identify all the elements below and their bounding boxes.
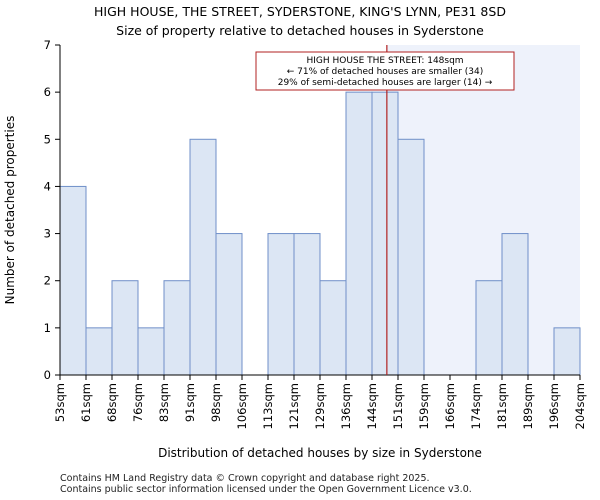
y-tick-label-7: 7 — [44, 38, 51, 52]
x-tick-label-189sqm: 189sqm — [521, 383, 535, 429]
x-tick-label-166sqm: 166sqm — [443, 383, 457, 429]
bar-113sqm — [267, 233, 295, 376]
bar-151sqm — [397, 138, 425, 376]
y-tick-label-6: 6 — [44, 85, 51, 99]
annotation-line-1: HIGH HOUSE THE STREET: 148sqm — [306, 56, 463, 66]
bar-53sqm — [59, 185, 87, 376]
x-tick-label-196sqm: 196sqm — [547, 383, 561, 429]
bar-68sqm — [111, 280, 139, 376]
x-tick-label-76sqm: 76sqm — [131, 383, 145, 422]
bar-196sqm — [553, 327, 581, 376]
bar-136sqm — [345, 91, 373, 376]
bar-83sqm — [163, 280, 191, 376]
x-tick-label-204sqm: 204sqm — [573, 383, 587, 429]
x-tick-label-98sqm: 98sqm — [209, 383, 223, 422]
y-tick-label-3: 3 — [44, 227, 51, 241]
y-tick-label-4: 4 — [44, 179, 51, 193]
bar-76sqm — [137, 327, 165, 376]
chart-title: HIGH HOUSE, THE STREET, SYDERSTONE, KING… — [94, 4, 506, 19]
bar-144sqm — [371, 91, 399, 376]
bar-98sqm — [215, 233, 243, 376]
footer-line-2: Contains public sector information licen… — [60, 484, 472, 495]
x-tick-label-159sqm: 159sqm — [417, 383, 431, 429]
x-tick-label-83sqm: 83sqm — [157, 383, 171, 422]
x-tick-label-68sqm: 68sqm — [105, 383, 119, 422]
histogram-chart: 0 1 2 3 4 5 6 7 53sqm 61sqm 68sqm 76sqm 83sqm 91sqm 98… — [3, 38, 587, 460]
x-tick-label-106sqm: 106sqm — [235, 383, 249, 429]
bar-181sqm — [501, 233, 529, 376]
bar-174sqm — [475, 280, 503, 376]
annotation-line-3: 29% of semi-detached houses are larger (… — [278, 78, 493, 88]
x-tick-label-151sqm: 151sqm — [391, 383, 405, 429]
bar-129sqm — [319, 280, 347, 376]
annotation-line-2: ← 71% of detached houses are smaller (34… — [287, 67, 484, 77]
x-tick-label-91sqm: 91sqm — [183, 383, 197, 422]
x-tick-label-61sqm: 61sqm — [79, 383, 93, 422]
x-tick-label-181sqm: 181sqm — [495, 383, 509, 429]
x-tick-label-53sqm: 53sqm — [53, 383, 67, 422]
y-axis-label: Number of detached properties — [3, 116, 17, 305]
annotation-box — [255, 51, 515, 91]
chart-subtitle: Size of property relative to detached ho… — [116, 23, 484, 38]
bar-61sqm — [85, 327, 113, 376]
x-tick-label-121sqm: 121sqm — [287, 383, 301, 429]
x-tick-label-174sqm: 174sqm — [469, 383, 483, 429]
x-tick-label-113sqm: 113sqm — [261, 383, 275, 429]
x-tick-label-129sqm: 129sqm — [313, 383, 327, 429]
x-tick-label-136sqm: 136sqm — [339, 383, 353, 429]
y-tick-label-2: 2 — [44, 274, 51, 288]
x-tick-label-144sqm: 144sqm — [365, 383, 379, 429]
chart-title-block: HIGH HOUSE, THE STREET, SYDERSTONE, KING… — [0, 2, 600, 40]
footer-line-1: Contains HM Land Registry data © Crown c… — [60, 473, 430, 484]
footer: Contains HM Land Registry data © Crown c… — [60, 473, 472, 495]
y-tick-label-5: 5 — [44, 132, 51, 146]
bar-91sqm — [189, 138, 217, 376]
y-tick-label-0: 0 — [44, 368, 51, 382]
x-axis-label: Distribution of detached houses by size … — [158, 446, 482, 460]
y-tick-label-1: 1 — [44, 321, 51, 335]
bar-121sqm — [293, 233, 321, 376]
